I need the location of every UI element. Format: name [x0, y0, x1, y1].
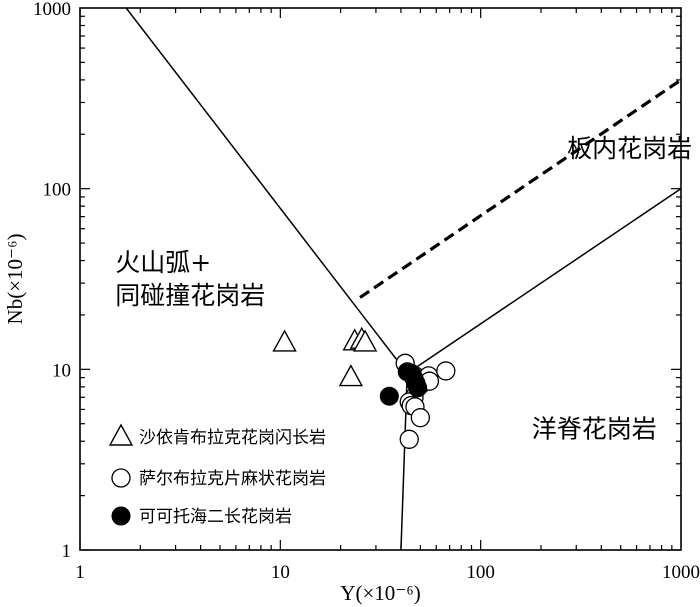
x-tick-label: 1000	[662, 562, 700, 583]
open-circle-marker-legend	[111, 468, 131, 488]
filled-circle-marker-legend	[111, 506, 131, 526]
region-label: 板内花岗岩	[567, 134, 692, 163]
region-label: 同碰撞花岗岩	[115, 281, 265, 310]
x-tick-label: 1	[75, 562, 85, 583]
x-axis-title: Y(×10⁻⁶)	[340, 581, 420, 605]
data-point	[436, 361, 456, 381]
y-tick-label: 10	[52, 360, 71, 381]
legend-label: 沙依肯布拉克花岗闪长岩	[139, 428, 326, 448]
legend-label: 可可托海二长花岗岩	[139, 507, 292, 527]
y-tick-label: 1000	[33, 0, 71, 20]
data-point	[338, 364, 364, 387]
data-point	[352, 329, 378, 352]
y-tick-label: 100	[43, 180, 72, 201]
boundary-line	[406, 188, 682, 374]
data-point	[408, 378, 428, 398]
dashed-boundary-line	[359, 78, 682, 299]
x-tick-label: 100	[466, 562, 495, 583]
data-point	[379, 386, 399, 406]
data-point	[399, 429, 419, 449]
boundary-line	[125, 7, 408, 374]
region-label: 火山弧+	[115, 248, 211, 277]
y-tick-label: 1	[62, 541, 72, 562]
data-point	[272, 329, 297, 352]
triangle-marker-legend	[108, 423, 134, 446]
data-point	[410, 408, 431, 428]
x-tick-label: 10	[271, 562, 290, 583]
y-axis-title: Nb(×10⁻⁶)	[3, 234, 27, 325]
legend-label: 萨尔布拉克片麻状花岗岩	[139, 469, 326, 489]
plot-frame	[79, 7, 682, 551]
region-label: 洋脊花岗岩	[532, 414, 657, 443]
